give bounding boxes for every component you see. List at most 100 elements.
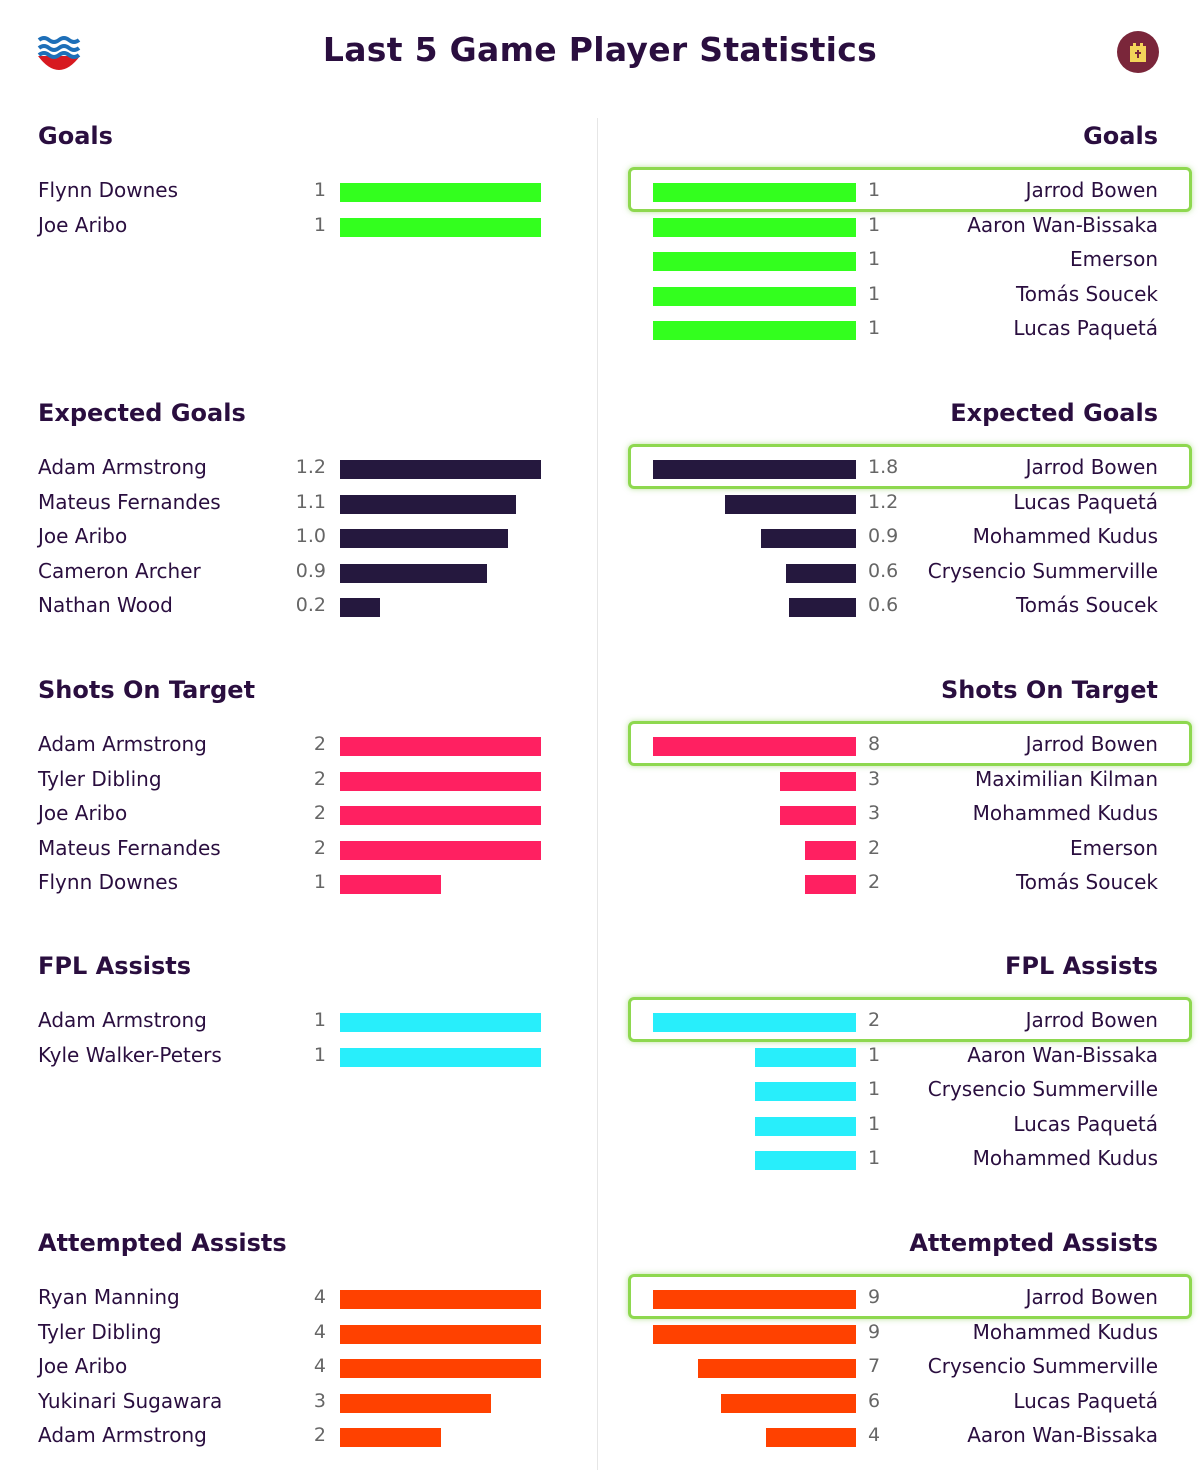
- stat-bar: [340, 460, 541, 479]
- stat-value: 4: [313, 1286, 326, 1308]
- stat-bar: [754, 1047, 856, 1067]
- highlight-box: [628, 997, 1192, 1042]
- player-name: Tyler Dibling: [38, 1319, 162, 1344]
- stat-bar: [340, 494, 516, 514]
- stat-bar: [340, 1393, 491, 1413]
- stat-bar: [653, 1290, 856, 1309]
- highlight-box: [628, 721, 1192, 766]
- stat-value: 1.8: [868, 456, 899, 478]
- stat-value: 1: [313, 1043, 326, 1066]
- player-name: Mohammed Kudus: [972, 524, 1158, 549]
- player-name: Kyle Walker-Peters: [38, 1042, 222, 1067]
- player-name: Mohammed Kudus: [972, 1319, 1158, 1344]
- player-name: Aaron Wan-Bissaka: [967, 1423, 1158, 1448]
- highlight-box: [628, 167, 1192, 212]
- stat-bar: [340, 598, 381, 618]
- stat-value: 3: [868, 767, 881, 790]
- stat-bar: [340, 875, 441, 895]
- stat-value: 8: [868, 733, 881, 755]
- stat-value: 3: [313, 1389, 326, 1412]
- stat-bar: [720, 1393, 856, 1413]
- stat-value: 0.9: [295, 559, 326, 582]
- stat-bar: [761, 529, 856, 549]
- stat-value: 2: [868, 1009, 881, 1031]
- stat-value: 0.2: [295, 594, 326, 617]
- section-title: FPL Assists: [1004, 952, 1158, 980]
- stat-bar: [805, 875, 856, 895]
- stat-bar: [765, 1428, 856, 1448]
- stat-bar: [725, 494, 856, 514]
- stat-bar: [805, 840, 856, 860]
- section-title: Attempted Assists: [909, 1229, 1158, 1257]
- player-name: Jarrod Bowen: [1025, 1285, 1158, 1309]
- stat-value: 0.6: [868, 559, 899, 582]
- player-name: Mateus Fernandes: [38, 835, 221, 860]
- section-title: Expected Goals: [950, 399, 1158, 427]
- stat-value: 2: [868, 836, 881, 859]
- stat-value: 1: [868, 1147, 881, 1170]
- player-name: Cameron Archer: [38, 558, 201, 583]
- section-title: Expected Goals: [38, 399, 246, 427]
- stat-value: 0.6: [868, 594, 899, 617]
- stat-value: 1: [868, 213, 881, 236]
- stat-bar: [340, 840, 541, 860]
- stat-bar: [340, 1428, 441, 1448]
- stat-value: 1: [868, 1112, 881, 1135]
- stat-value: 4: [868, 1424, 881, 1447]
- page-title: Last 5 Game Player Statistics: [322, 30, 878, 69]
- stat-bar: [754, 1151, 856, 1171]
- stat-value: 1: [313, 179, 326, 201]
- stat-value: 1: [313, 1009, 326, 1031]
- stat-bar: [779, 806, 856, 826]
- section-title: Attempted Assists: [38, 1229, 287, 1257]
- stat-value: 7: [868, 1355, 881, 1378]
- stat-value: 1: [868, 317, 881, 340]
- stat-value: 2: [313, 802, 326, 825]
- stat-bar: [653, 286, 856, 306]
- stat-bar: [340, 806, 541, 826]
- stat-bar: [340, 1324, 541, 1344]
- player-name: Yukinari Sugawara: [38, 1388, 223, 1413]
- stat-bar: [340, 563, 488, 583]
- stat-bar: [340, 217, 541, 237]
- stat-value: 0.9: [868, 525, 899, 548]
- southampton-crest-icon: [37, 36, 81, 70]
- west-ham-crest-icon: [1117, 31, 1159, 73]
- stat-bar: [779, 771, 856, 791]
- player-name: Joe Aribo: [38, 1354, 128, 1379]
- player-name: Emerson: [1070, 247, 1158, 272]
- stat-bar: [786, 563, 856, 583]
- player-name: Aaron Wan-Bissaka: [967, 212, 1158, 237]
- stat-value: 1.2: [295, 456, 326, 478]
- player-name: Jarrod Bowen: [1025, 178, 1158, 202]
- player-name: Flynn Downes: [38, 178, 178, 202]
- player-name: Crysencio Summerville: [927, 1354, 1158, 1379]
- stat-bar: [340, 1047, 541, 1067]
- stat-value: 1: [868, 1078, 881, 1101]
- stat-bar: [340, 737, 541, 756]
- player-name: Tomás Soucek: [1015, 281, 1158, 306]
- stat-value: 1: [313, 871, 326, 894]
- stat-bar: [340, 1290, 541, 1309]
- player-name: Flynn Downes: [38, 870, 178, 895]
- player-name: Joe Aribo: [38, 524, 128, 549]
- player-name: Maximilian Kilman: [975, 766, 1158, 791]
- stat-value: 4: [313, 1355, 326, 1378]
- stat-bar: [653, 1324, 856, 1344]
- stat-bar: [340, 1013, 541, 1032]
- stat-bar: [653, 460, 856, 479]
- section-title: Goals: [1083, 122, 1158, 150]
- player-name: Crysencio Summerville: [927, 1077, 1158, 1102]
- player-name: Tyler Dibling: [38, 766, 162, 791]
- stat-value: 4: [313, 1320, 326, 1343]
- stat-bar: [653, 1013, 856, 1032]
- player-name: Nathan Wood: [38, 593, 173, 618]
- player-name: Aaron Wan-Bissaka: [967, 1042, 1158, 1067]
- section-title: FPL Assists: [38, 952, 192, 980]
- player-name: Mohammed Kudus: [972, 801, 1158, 826]
- player-name: Adam Armstrong: [38, 732, 207, 756]
- stat-bar: [653, 737, 856, 756]
- stat-value: 2: [313, 733, 326, 755]
- player-name: Tomás Soucek: [1015, 870, 1158, 895]
- stat-bar: [754, 1116, 856, 1136]
